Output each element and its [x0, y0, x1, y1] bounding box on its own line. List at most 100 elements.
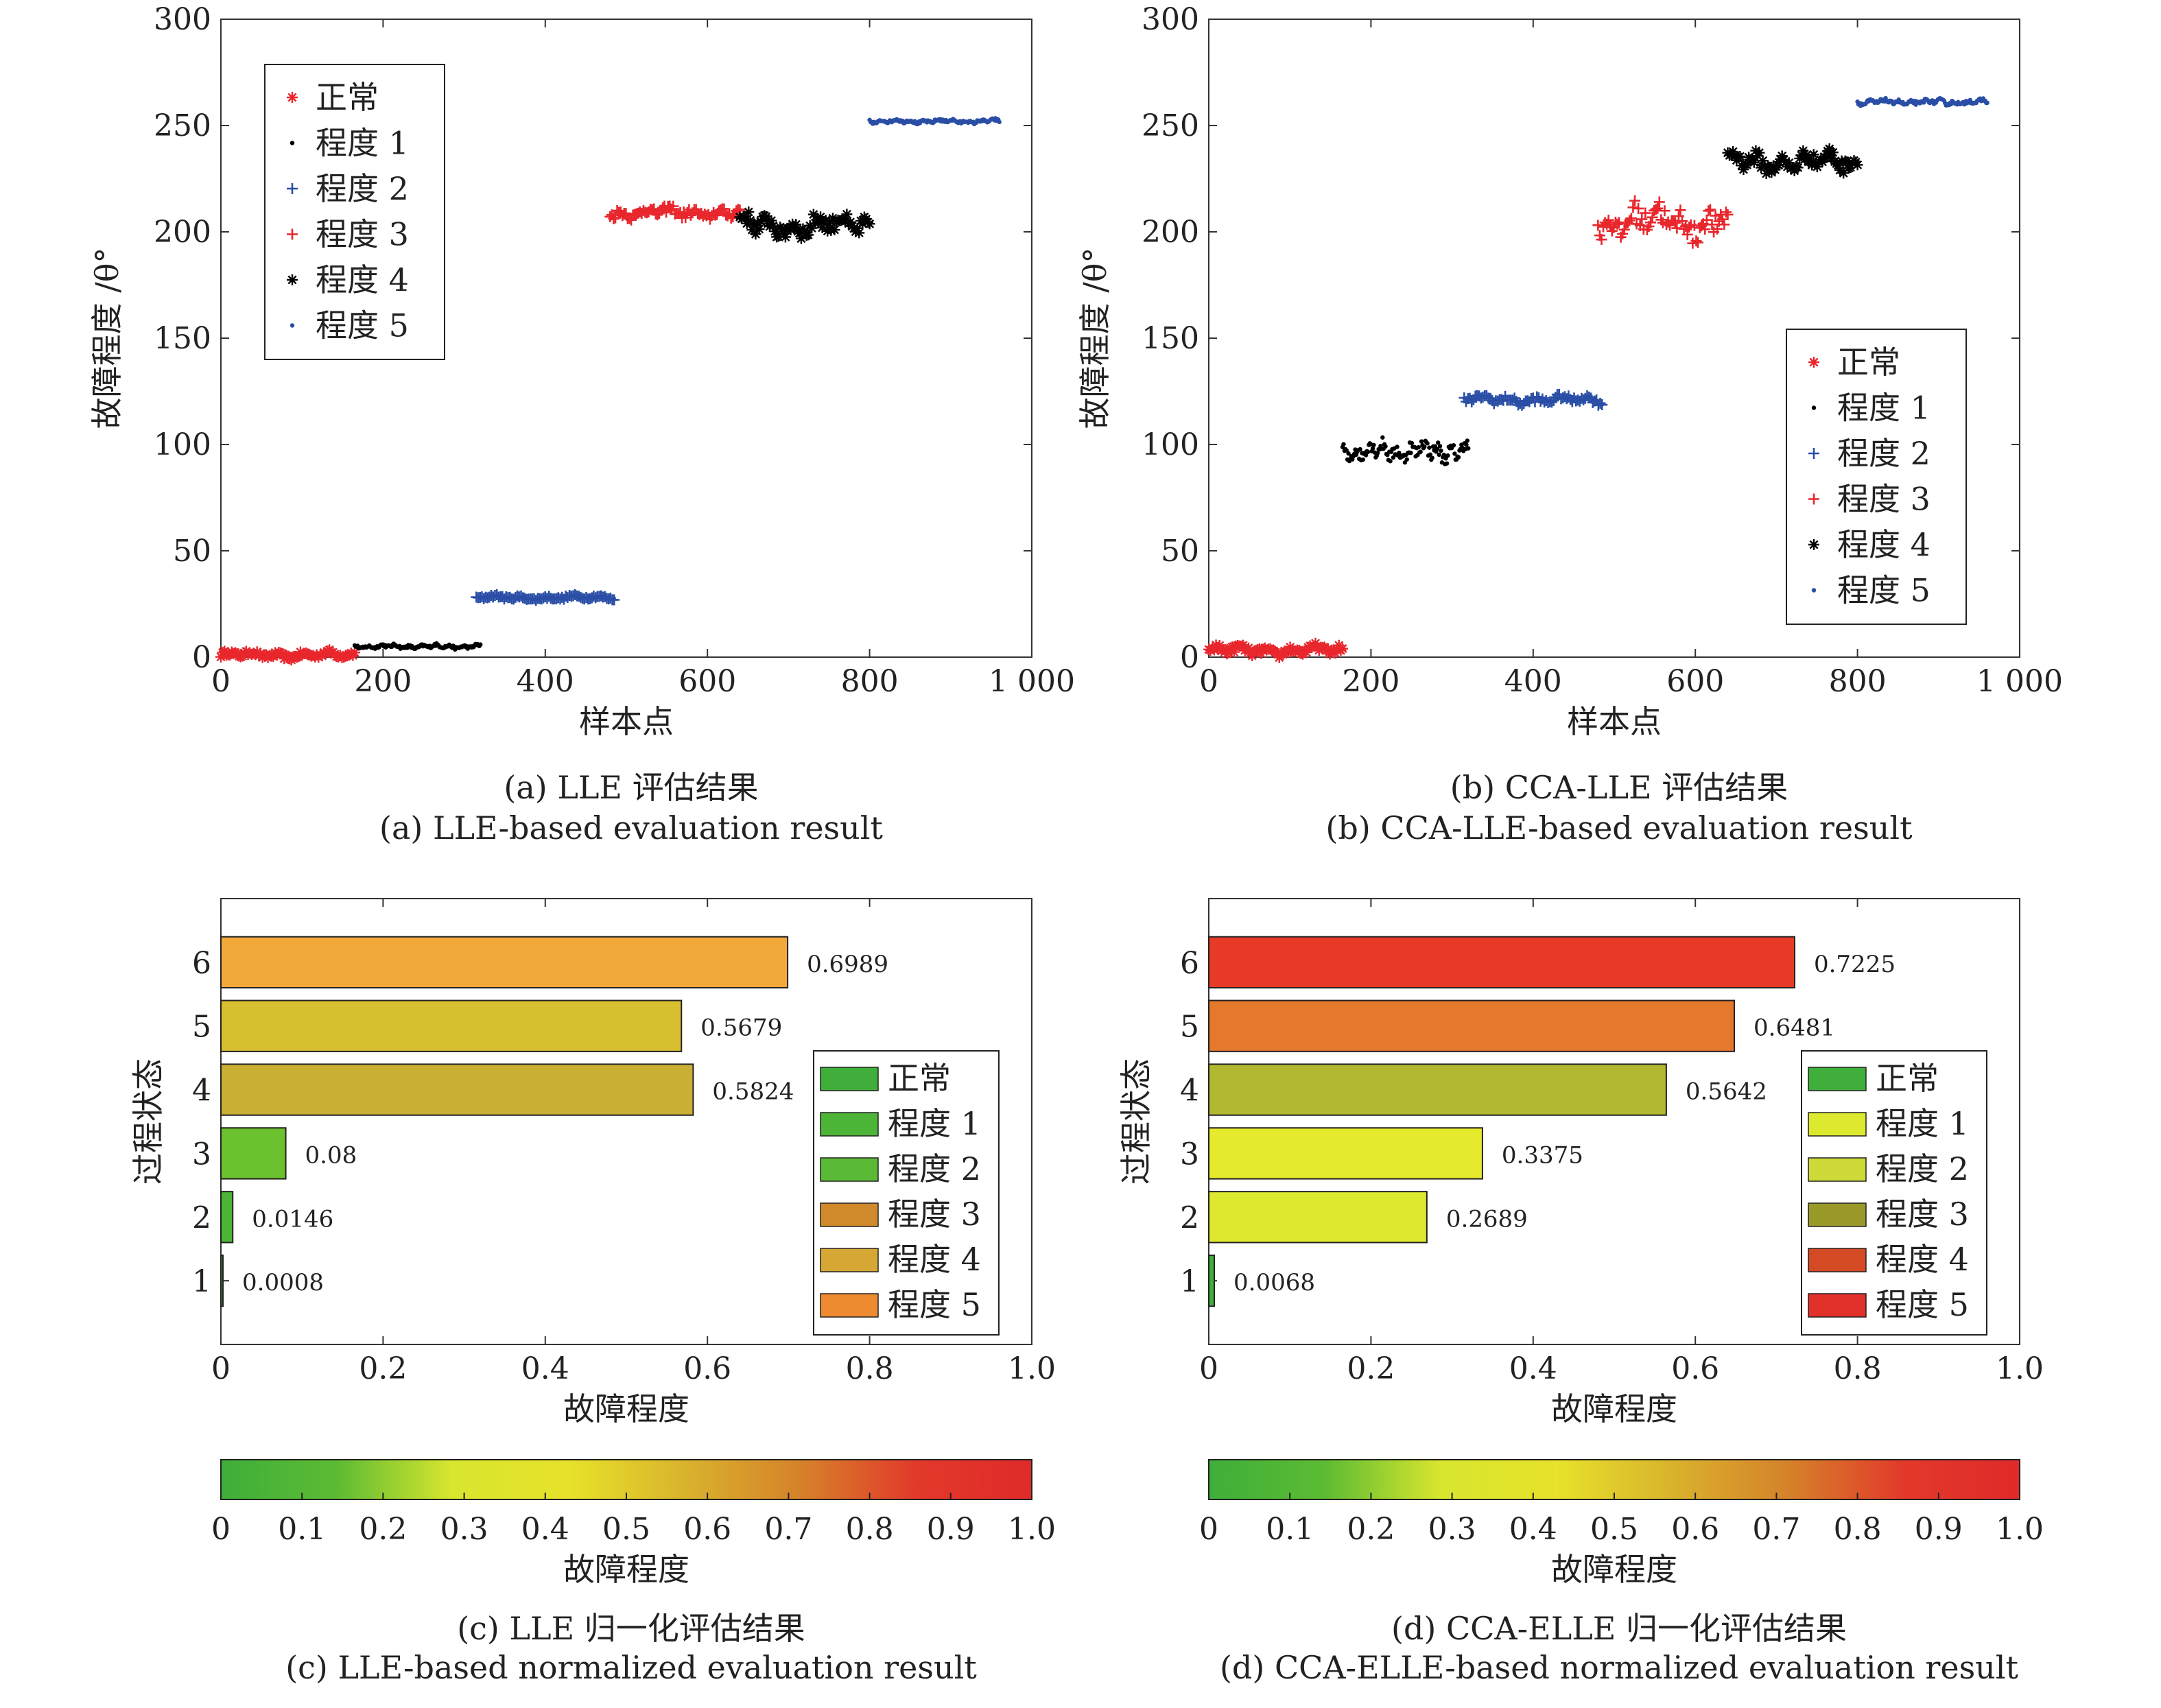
data-point: [829, 224, 840, 236]
x-tick-label: 800: [841, 664, 899, 699]
bar-value-label: 0.0146: [252, 1205, 333, 1233]
legend-label: 程度 1: [1876, 1105, 1969, 1142]
data-point: [1427, 445, 1432, 450]
data-point: [799, 224, 811, 236]
legend-c: [813, 1050, 1000, 1336]
data-point: [1395, 444, 1400, 449]
y-tick-label: 300: [154, 2, 211, 37]
series-a-3: [604, 200, 746, 226]
data-point: [1748, 156, 1760, 168]
data-point: [1596, 399, 1608, 411]
bar-value-label: 0.0068: [1233, 1269, 1315, 1296]
x-tick-label: 400: [1504, 664, 1562, 699]
data-point: [1719, 219, 1730, 230]
data-point: [1776, 150, 1788, 162]
y-tick-label: 100: [1142, 427, 1199, 462]
data-point: [744, 215, 756, 226]
data-point: [1464, 442, 1469, 447]
colorbar-tick-label: 0: [211, 1512, 231, 1547]
y-tick-label: 200: [154, 215, 211, 250]
colorbar-tick-label: 0.6: [1671, 1512, 1719, 1547]
legend-b: [1786, 329, 1967, 625]
series-b-2: [1459, 388, 1608, 411]
data-point: [1437, 452, 1441, 458]
legend-label: 正常: [1876, 1060, 1939, 1097]
data-point: [237, 650, 248, 662]
bar-value-label: 0.5642: [1686, 1078, 1767, 1106]
data-point: [609, 594, 620, 606]
data-point: [1845, 162, 1856, 174]
legend-label: 程度 1: [316, 125, 409, 162]
bar-value-label: 0.0008: [242, 1269, 324, 1296]
data-point: [1408, 451, 1413, 455]
legend-label: 程度 3: [316, 216, 409, 253]
x-tick-label: 0: [1199, 1351, 1218, 1386]
bar: [1208, 999, 1736, 1052]
data-point: [1669, 217, 1681, 228]
y-tick-label: 3: [192, 1137, 211, 1172]
data-point: [1783, 157, 1795, 169]
data-point: [1678, 223, 1690, 235]
data-point: [816, 222, 828, 233]
data-point: [1804, 155, 1816, 167]
data-point: [768, 220, 779, 232]
data-point: [776, 224, 788, 235]
legend-swatch: [1808, 1112, 1867, 1137]
data-point: [795, 233, 807, 244]
bar: [220, 1255, 224, 1307]
data-point: [251, 646, 263, 658]
data-point: [1247, 650, 1258, 661]
x-tick-label: 0.2: [359, 1351, 407, 1386]
legend-label: 正常: [888, 1060, 951, 1097]
y-tick-label: 6: [192, 946, 211, 981]
bar: [220, 999, 683, 1052]
data-point: [841, 209, 853, 220]
y-tick-label: 1: [1180, 1264, 1199, 1299]
legend-label: 程度 5: [1837, 572, 1930, 609]
data-point: [803, 229, 814, 241]
legend-marker: [1808, 448, 1819, 459]
data-point: [1808, 149, 1819, 161]
bar-value-label: 0.6989: [807, 951, 888, 978]
data-point: [755, 216, 767, 228]
data-point: [1360, 457, 1366, 462]
data-point: [1703, 205, 1714, 217]
legend-label: 程度 5: [1876, 1286, 1969, 1323]
data-point: [215, 651, 226, 663]
legend-label: 程度 3: [1876, 1196, 1969, 1233]
bar: [1208, 936, 1795, 988]
data-point: [1425, 441, 1430, 446]
data-point: [293, 651, 305, 663]
data-point: [760, 211, 772, 222]
data-point: [608, 213, 619, 224]
colorbar-tick-label: 0.8: [846, 1512, 894, 1547]
data-point: [1625, 213, 1637, 224]
bar-value-label: 0.3375: [1502, 1141, 1583, 1169]
data-point: [997, 119, 1002, 125]
x-axis-label: 故障程度: [1551, 1390, 1677, 1427]
data-point: [766, 215, 777, 226]
legend-a: [264, 64, 445, 360]
data-point: [1371, 442, 1376, 448]
data-point: [772, 230, 784, 242]
legend-label: 程度 5: [888, 1286, 981, 1323]
y-tick-label: 0: [1180, 640, 1199, 675]
x-axis-label: 样本点: [1567, 703, 1662, 740]
data-point: [1319, 641, 1330, 653]
legend-label: 正常: [1837, 344, 1900, 381]
y-tick-label: 50: [1161, 534, 1199, 569]
data-point: [1640, 207, 1651, 219]
legend-marker: [1811, 405, 1817, 410]
data-point: [860, 213, 872, 225]
colorbar-tick-label: 0.6: [683, 1512, 731, 1547]
y-tick-label: 5: [1180, 1010, 1199, 1045]
legend-label: 程度 2: [1876, 1150, 1969, 1187]
series-b-4: [1722, 143, 1863, 180]
data-point: [1385, 452, 1390, 458]
legend-label: 程度 4: [316, 261, 409, 298]
data-point: [1370, 446, 1375, 451]
data-point: [1451, 442, 1456, 448]
x-tick-label: 1.0: [1008, 1351, 1056, 1386]
colorbar-tick-label: 1.0: [1008, 1512, 1056, 1547]
caption-c-en: (c) LLE-based normalized evaluation resu…: [285, 1649, 977, 1686]
